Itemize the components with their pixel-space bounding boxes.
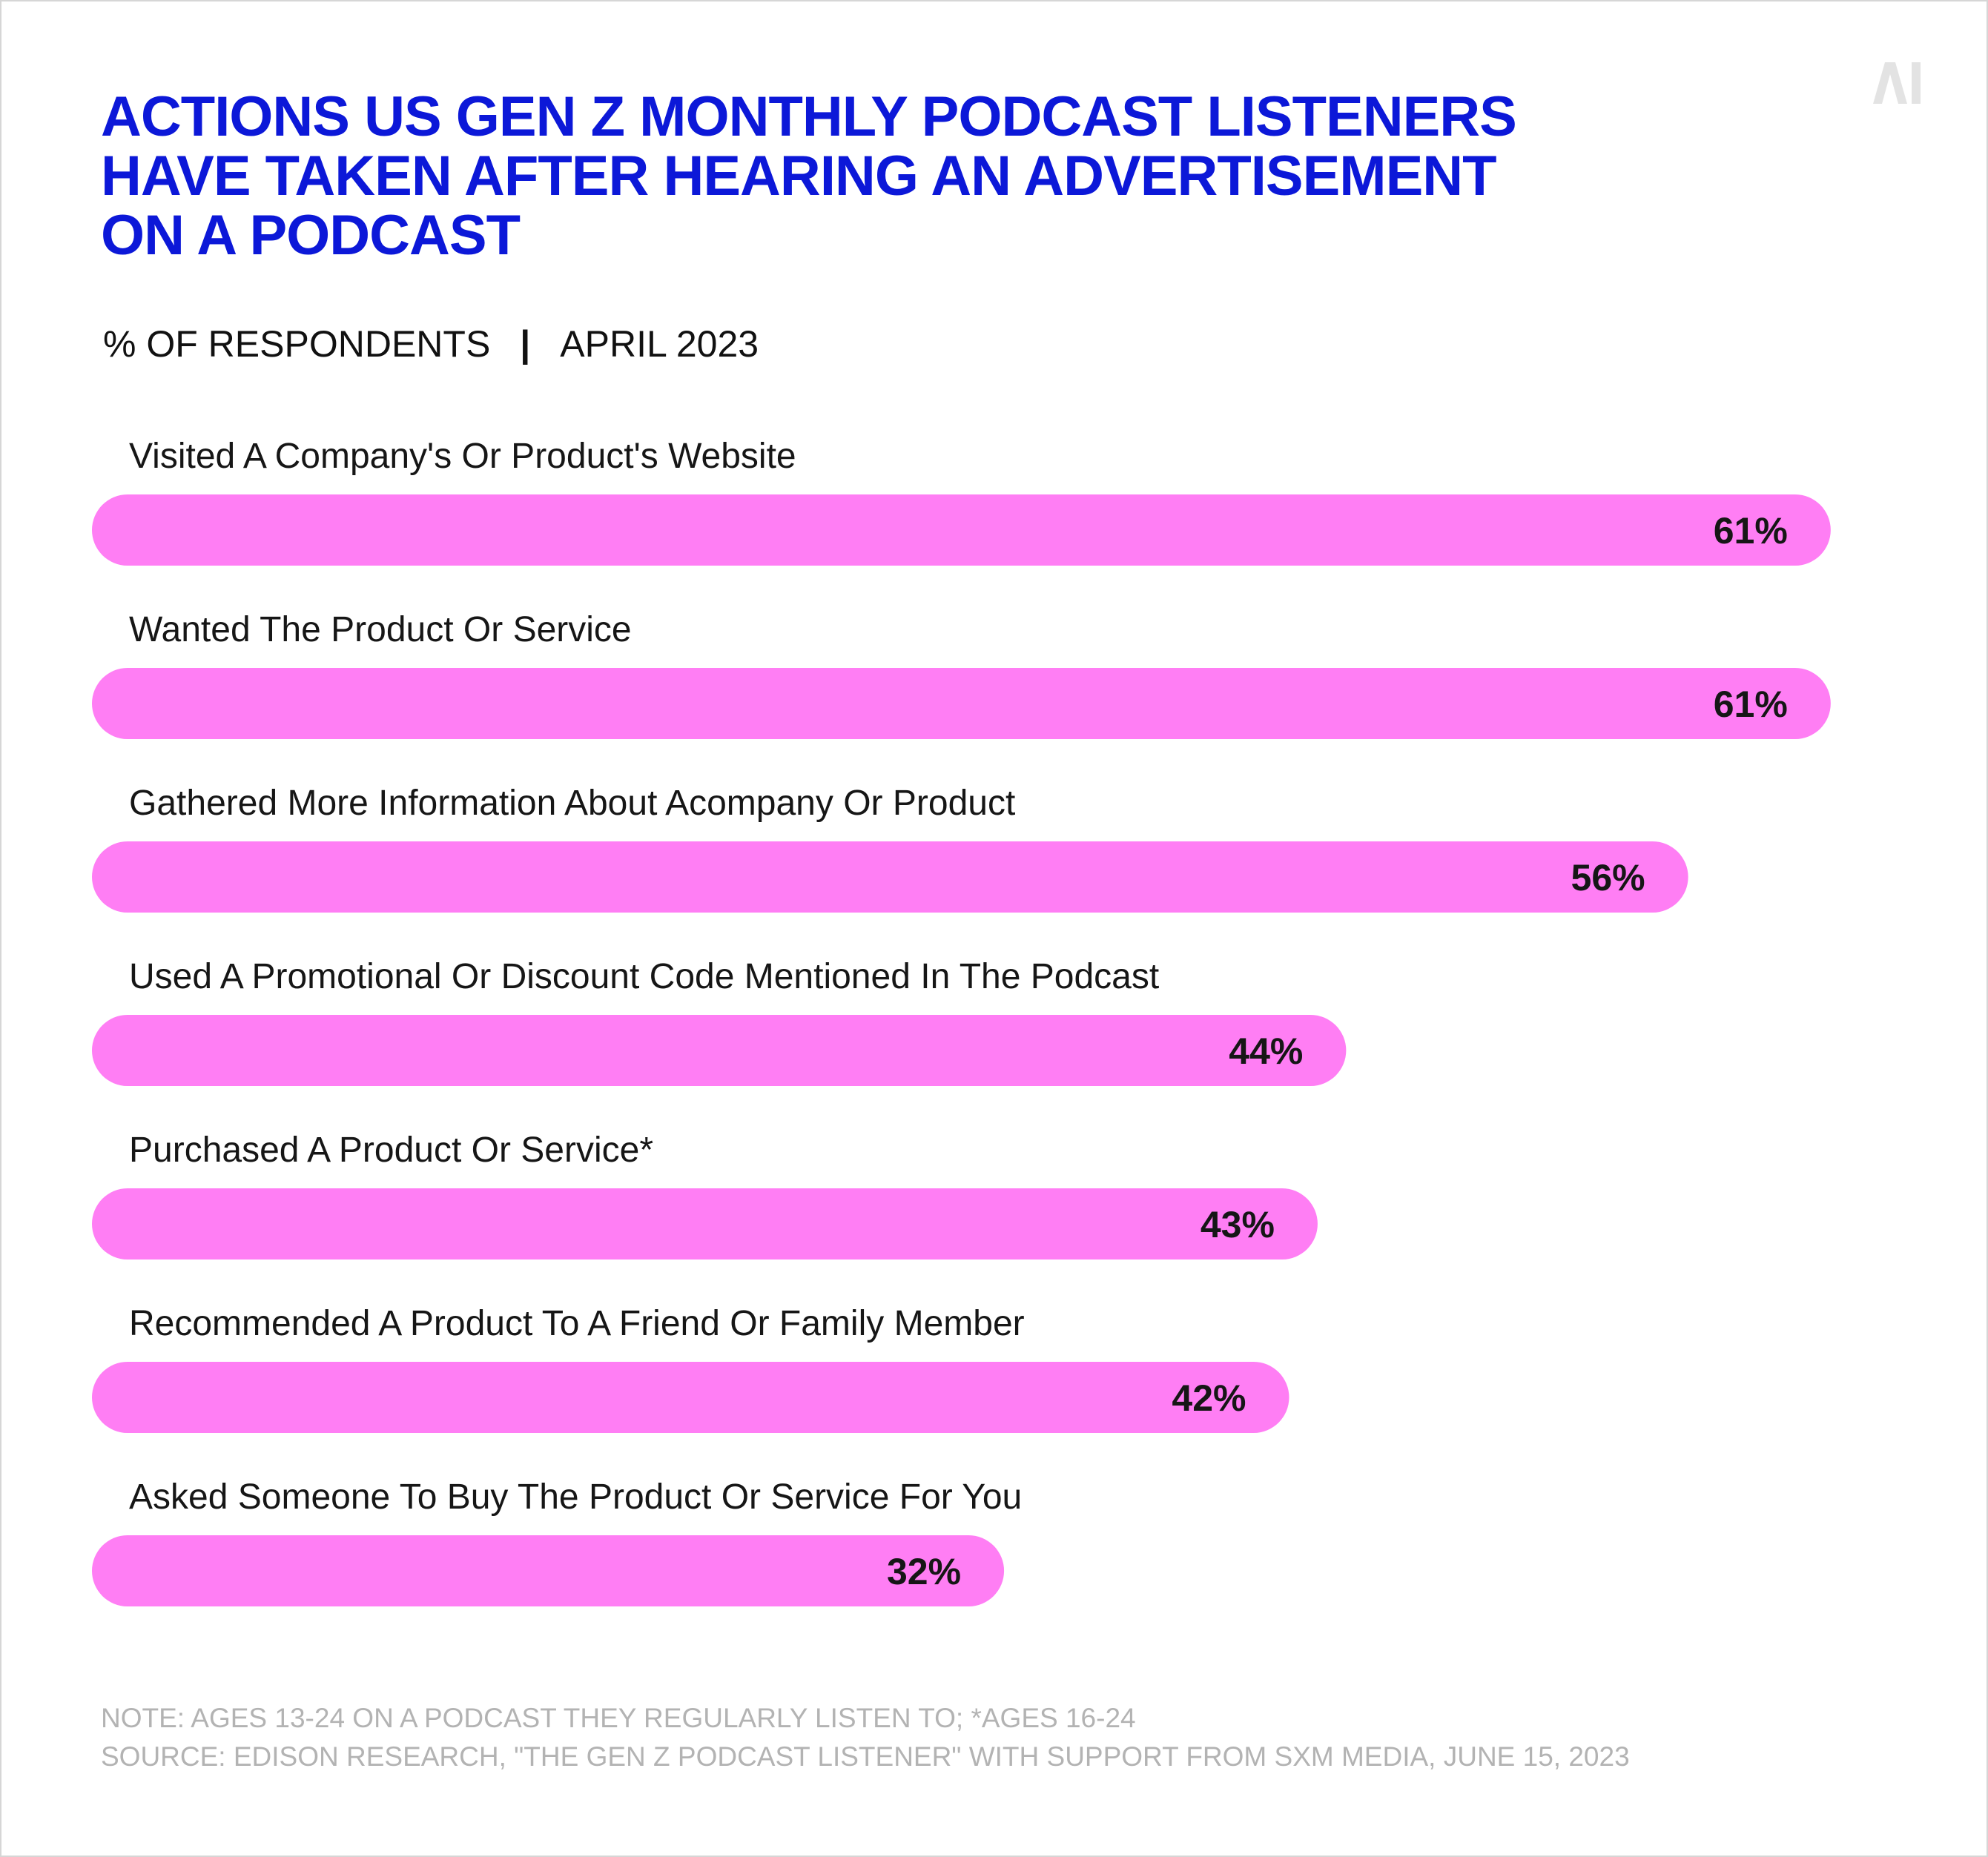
ai-logo (1873, 62, 1921, 104)
bar-row: Gathered More Information About Acompany… (92, 784, 1688, 913)
category-label: Gathered More Information About Acompany… (129, 784, 1015, 823)
footnote: NOTE: AGES 13-24 ON A PODCAST THEY REGUL… (101, 1703, 1136, 1733)
value-label: 32% (887, 1551, 961, 1592)
bar (92, 1015, 1347, 1086)
bar-row: Used A Promotional Or Discount Code Ment… (92, 957, 1347, 1086)
category-label: Purchased A Product Or Service* (129, 1131, 653, 1170)
category-label: Visited A Company's Or Product's Website (129, 437, 796, 476)
bar (92, 1188, 1318, 1259)
value-label: 61% (1714, 683, 1788, 725)
bar-row: Asked Someone To Buy The Product Or Serv… (92, 1477, 1022, 1606)
value-label: 43% (1201, 1204, 1275, 1245)
value-label: 42% (1172, 1377, 1246, 1419)
chart-title-line-2: HAVE TAKEN AFTER HEARING AN ADVERTISEMEN… (101, 145, 1497, 208)
bar (92, 841, 1688, 913)
chart-subtitle: % OF RESPONDENTS | APRIL 2023 (103, 322, 759, 366)
chart-title-line-1: ACTIONS US GEN Z MONTHLY PODCAST LISTENE… (101, 85, 1517, 148)
bar (92, 1535, 1005, 1606)
bar-row: Wanted The Product Or Service 61% (92, 610, 1831, 739)
chart-footer: NOTE: AGES 13-24 ON A PODCAST THEY REGUL… (101, 1699, 1630, 1776)
value-label: 44% (1229, 1030, 1303, 1072)
source-note: SOURCE: EDISON RESEARCH, "THE GEN Z PODC… (101, 1741, 1630, 1772)
subtitle-measure: % OF RESPONDENTS (103, 323, 491, 365)
value-label: 61% (1714, 510, 1788, 552)
bar-row: Visited A Company's Or Product's Website… (92, 437, 1831, 566)
bar (92, 668, 1831, 739)
bar (92, 494, 1831, 566)
subtitle-separator: | (520, 323, 531, 365)
bar-row: Recommended A Product To A Friend Or Fam… (92, 1304, 1289, 1433)
chart-title: ACTIONS US GEN Z MONTHLY PODCAST LISTENE… (101, 87, 1806, 265)
category-label: Wanted The Product Or Service (129, 610, 632, 649)
value-label: 56% (1571, 857, 1645, 898)
category-label: Used A Promotional Or Discount Code Ment… (129, 957, 1159, 996)
category-label: Asked Someone To Buy The Product Or Serv… (129, 1477, 1022, 1517)
subtitle-date: APRIL 2023 (560, 323, 759, 365)
bar (92, 1362, 1289, 1433)
chart-title-line-3: ON A PODCAST (101, 204, 521, 267)
bar-row: Purchased A Product Or Service* 43% (92, 1131, 1318, 1259)
category-label: Recommended A Product To A Friend Or Fam… (129, 1304, 1025, 1343)
